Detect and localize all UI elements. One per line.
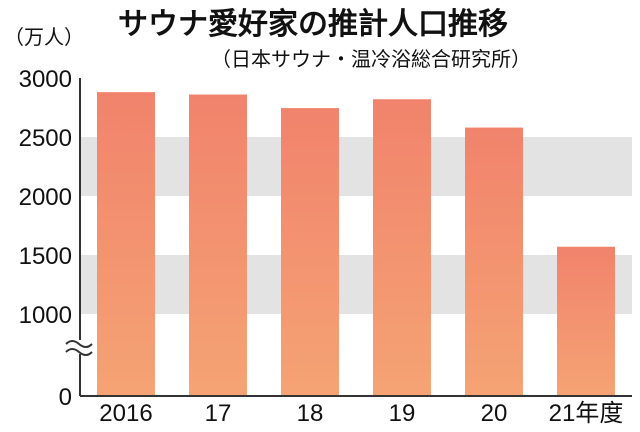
bar-18 xyxy=(281,108,339,396)
bar-20 xyxy=(465,127,523,396)
x-tick-label: 19 xyxy=(389,400,416,427)
axis-break-gap xyxy=(66,340,92,354)
bar-2016 xyxy=(97,92,155,396)
x-tick-label: 17 xyxy=(205,400,232,427)
y-axis-ticks: 0 1000 1500 2000 2500 3000 xyxy=(19,66,72,411)
grid-band-0 xyxy=(80,255,632,314)
axis-break-wave xyxy=(65,348,93,356)
x-tick-label: 20 xyxy=(481,400,508,427)
x-axis-labels: 2016 17 18 19 20 21年度 xyxy=(99,400,623,427)
bar-19 xyxy=(373,99,431,397)
bars xyxy=(97,92,615,397)
x-tick-label: 2016 xyxy=(99,400,152,427)
x-tick-label: 18 xyxy=(297,400,324,427)
y-tick-label: 1500 xyxy=(19,243,72,270)
y-axis-unit-label: （万人） xyxy=(4,25,84,49)
axis-break-wave xyxy=(65,340,93,348)
y-tick-label: 2500 xyxy=(19,125,72,152)
grid-bands xyxy=(80,137,632,314)
bar-21年度 xyxy=(557,246,615,396)
grid-band-1 xyxy=(80,137,632,196)
y-tick-label: 1000 xyxy=(19,302,72,329)
y-tick-label: 2000 xyxy=(19,184,72,211)
y-tick-label: 0 xyxy=(59,384,72,411)
y-tick-label: 3000 xyxy=(19,66,72,93)
x-tick-label: 21年度 xyxy=(549,400,624,427)
bar-17 xyxy=(189,94,247,397)
chart-title: サウナ愛好家の推計人口推移 xyxy=(118,7,508,42)
chart-subtitle: （日本サウナ・温冷浴総合研究所） xyxy=(211,47,531,71)
axis-break-mark xyxy=(65,340,93,356)
